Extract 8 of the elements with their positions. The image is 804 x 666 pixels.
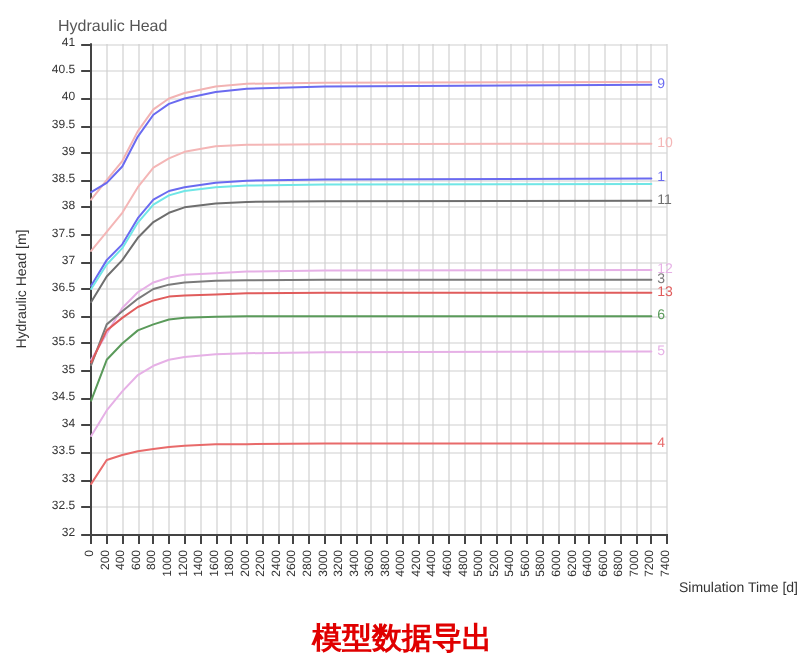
- line-series: [90, 350, 653, 437]
- line-series: [90, 291, 653, 364]
- line-series: [90, 315, 653, 402]
- line-series: [90, 142, 653, 252]
- line-series: [90, 442, 653, 485]
- text: 模型数据导出: [310, 622, 492, 656]
- line-series: [90, 199, 653, 304]
- chart-title: Hydraulic Head: [58, 17, 168, 35]
